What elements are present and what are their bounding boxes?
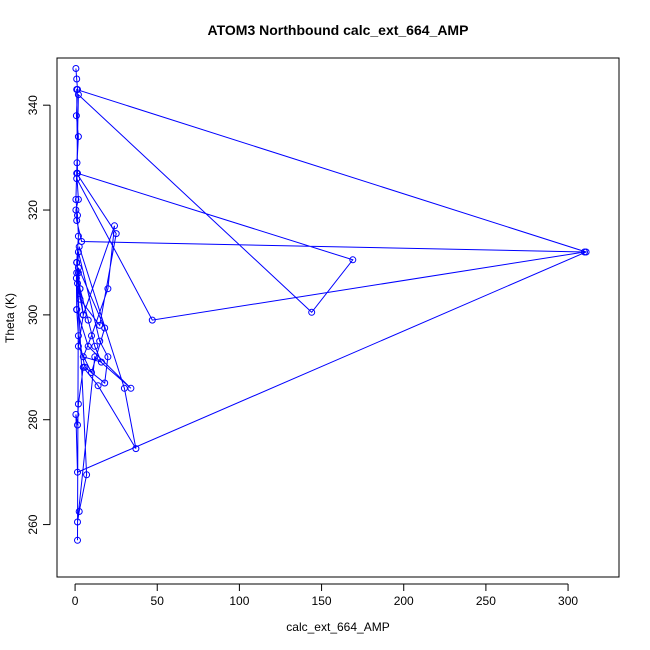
data-point (94, 382, 102, 390)
data-point (101, 324, 109, 332)
data-point (74, 269, 82, 277)
data-point (88, 369, 95, 376)
data-point (79, 363, 87, 371)
series-line (75, 68, 588, 541)
data-point (74, 133, 82, 141)
y-tick-label: 320 (26, 200, 40, 220)
data-point (132, 445, 140, 453)
data-point (91, 353, 99, 361)
data-point (84, 342, 92, 350)
data-point (73, 169, 81, 177)
data-point (74, 518, 81, 526)
data-point (74, 421, 81, 429)
x-tick-label: 200 (394, 594, 414, 608)
data-point (73, 217, 81, 224)
data-point (101, 379, 109, 387)
data-point (74, 279, 81, 287)
data-point (74, 332, 82, 340)
data-point (104, 353, 112, 361)
data-point (96, 337, 104, 345)
data-point (74, 232, 82, 240)
x-tick-label: 150 (312, 594, 332, 608)
data-point (76, 295, 84, 303)
data-point (74, 400, 82, 408)
data-point (74, 342, 82, 350)
chart-title: ATOM3 Northbound calc_ext_664_AMP (208, 22, 469, 38)
data-point (112, 230, 120, 238)
data-series (72, 65, 590, 544)
data-point (97, 358, 105, 366)
data-point (74, 468, 81, 476)
data-point (75, 508, 83, 515)
y-axis-label: Theta (K) (3, 293, 17, 343)
plot-frame (56, 57, 620, 578)
y-tick-label: 260 (26, 514, 40, 534)
data-point (111, 222, 118, 230)
data-point (73, 306, 81, 314)
y-tick-label: 340 (26, 95, 40, 115)
data-point (73, 259, 81, 266)
y-tick-label: 280 (26, 409, 40, 429)
data-point (79, 353, 87, 361)
data-point (83, 471, 91, 479)
data-point (581, 248, 588, 256)
data-point (74, 91, 82, 99)
data-point (72, 65, 80, 72)
data-point (73, 159, 81, 167)
data-point (72, 196, 80, 203)
data-point (74, 196, 82, 203)
data-point (127, 384, 135, 392)
data-point (148, 316, 156, 324)
data-point (91, 342, 99, 350)
data-point (84, 316, 92, 324)
y-axis: 260 280 300 320 340 (26, 95, 51, 535)
data-point (349, 256, 357, 264)
x-tick-label: 50 (151, 594, 165, 608)
x-tick-label: 100 (229, 594, 249, 608)
x-tick-label: 0 (72, 594, 79, 608)
data-point (88, 332, 95, 340)
data-point (72, 112, 80, 120)
data-point (73, 75, 81, 83)
data-point (79, 311, 87, 319)
x-axis-label: calc_ext_664_AMP (286, 620, 389, 634)
data-point (74, 536, 81, 544)
data-point (74, 248, 82, 256)
y-tick-label: 300 (26, 305, 40, 325)
data-point (72, 206, 80, 214)
data-point (72, 411, 80, 418)
data-point (104, 285, 112, 293)
x-axis: 0 50 100 150 200 250 300 (72, 583, 578, 608)
data-point (73, 175, 81, 183)
data-point (308, 308, 316, 316)
x-tick-label: 300 (558, 594, 578, 608)
data-point (78, 238, 86, 245)
x-tick-label: 250 (476, 594, 496, 608)
